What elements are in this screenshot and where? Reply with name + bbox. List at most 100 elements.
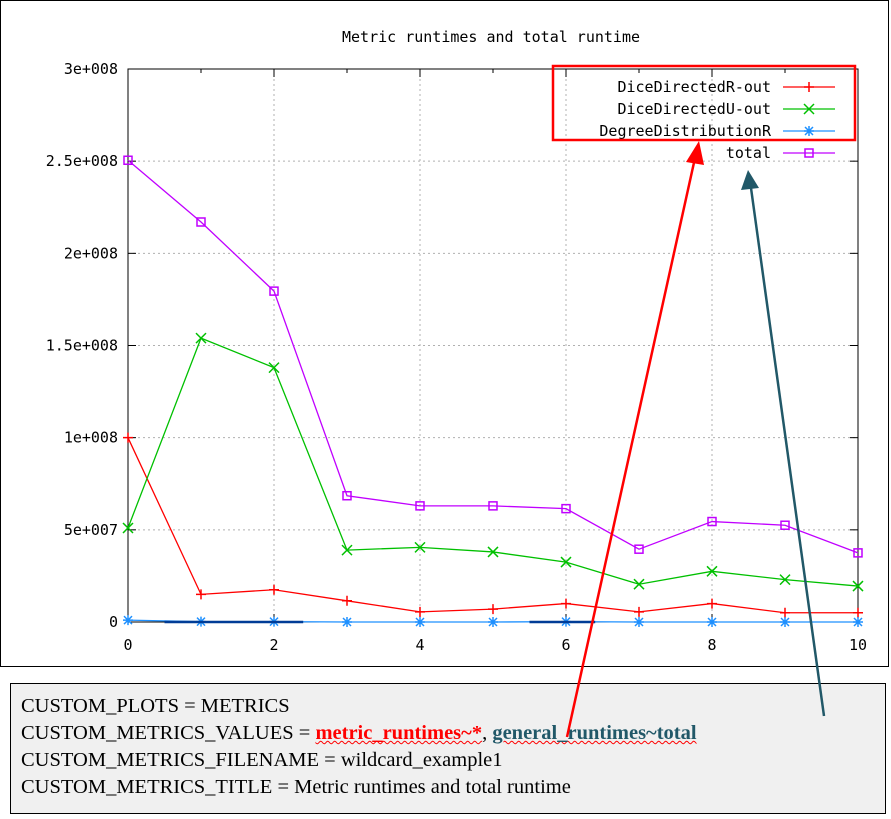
point-3-0-shape	[123, 155, 133, 165]
point-0-3-shape	[342, 595, 352, 606]
point-0-5	[488, 604, 498, 615]
point-0-0	[123, 432, 133, 443]
series-layer	[122, 155, 864, 627]
point-0-5-shape	[488, 604, 498, 615]
config-line-custom-plots: CUSTOM_PLOTS = METRICS	[21, 695, 290, 717]
chart-title: Metric runtimes and total runtime	[342, 28, 640, 46]
point-3-1-shape	[196, 217, 206, 227]
legend-marker-1-shape	[803, 103, 815, 115]
point-1-3-shape	[341, 544, 353, 556]
point-2-3	[342, 617, 352, 627]
legend-marker-0	[804, 82, 814, 92]
config-panel: CUSTOM_PLOTS = METRICS CUSTOM_METRICS_VA…	[10, 683, 886, 814]
point-2-0	[123, 615, 133, 626]
point-0-1-shape	[196, 589, 206, 600]
point-0-9-shape	[780, 607, 790, 618]
point-1-0-shape	[122, 522, 134, 534]
point-2-3-shape	[342, 617, 352, 627]
point-1-0	[122, 522, 134, 534]
point-2-9-shape	[780, 617, 790, 627]
point-1-10-shape	[852, 580, 864, 592]
point-1-5-shape	[487, 546, 499, 558]
point-0-8-shape	[707, 598, 717, 609]
point-2-5-shape	[488, 617, 498, 627]
point-0-2	[269, 584, 279, 595]
point-1-10	[852, 580, 864, 592]
config-values-separator: ,	[482, 722, 493, 744]
y-tick-label-6: 3e+008	[64, 60, 118, 78]
legend-marker-3	[804, 148, 814, 158]
x-tick-label-1: 2	[269, 636, 278, 654]
series-line-3	[127, 159, 859, 554]
point-1-2-shape	[268, 362, 280, 374]
series-line-1	[127, 337, 859, 587]
point-3-5-shape	[488, 501, 498, 511]
point-3-8	[707, 516, 717, 527]
point-1-3	[341, 544, 353, 556]
legend-highlight-box	[551, 64, 857, 142]
point-3-3	[342, 490, 352, 501]
point-1-4	[414, 541, 426, 553]
point-2-8	[707, 617, 717, 627]
point-3-3-shape	[342, 490, 352, 501]
y-tick-label-4: 2e+008	[64, 244, 118, 262]
series-line-0	[127, 437, 858, 614]
point-2-10	[853, 617, 863, 627]
x-tick-label-2: 4	[415, 636, 424, 654]
y-tick-label-5: 2.5e+008	[46, 152, 118, 170]
point-2-5	[488, 617, 498, 627]
legend-marker-0-shape	[804, 82, 814, 92]
point-2-7	[634, 617, 644, 627]
point-1-2	[268, 362, 280, 374]
y-tick-label-1: 5e+007	[64, 521, 118, 539]
line-chart: Metric runtimes and total runtime 0 5e+00…	[46, 28, 867, 654]
point-1-5	[487, 546, 499, 558]
series-1	[122, 332, 864, 592]
point-2-10-shape	[853, 617, 863, 627]
point-2-4-shape	[415, 617, 425, 627]
point-1-1	[195, 332, 207, 344]
point-0-9	[780, 607, 790, 618]
point-0-7	[634, 606, 644, 617]
point-1-8	[706, 565, 718, 577]
legend-marker-3-shape	[804, 148, 814, 158]
x-tick-label-4: 8	[707, 636, 716, 654]
config-line-metrics-title: CUSTOM_METRICS_TITLE = Metric runtimes a…	[21, 776, 571, 798]
y-tick-label-0: 0	[109, 613, 118, 631]
point-2-7-shape	[634, 617, 644, 627]
point-2-8-shape	[707, 617, 717, 627]
point-3-8-shape	[707, 516, 717, 527]
point-0-0-shape	[123, 432, 133, 443]
legend-label-3: total	[726, 144, 771, 162]
series-3	[123, 155, 863, 558]
point-0-10-shape	[853, 607, 863, 618]
point-3-10-shape	[853, 548, 863, 558]
point-2-0-shape	[123, 615, 133, 626]
series-0	[123, 432, 863, 618]
point-0-8	[707, 598, 717, 609]
config-values-key: CUSTOM_METRICS_VALUES =	[21, 722, 316, 744]
point-0-3	[342, 595, 352, 606]
general-runtimes-total: general_runtimes~total	[492, 722, 697, 744]
point-3-5	[488, 501, 498, 511]
chart-panel: Metric runtimes and total runtime 0 5e+00…	[0, 0, 889, 667]
point-3-1	[196, 217, 206, 227]
point-2-9	[780, 617, 790, 627]
point-0-4-shape	[415, 606, 425, 617]
legend-label-2: DegreeDistributionR	[599, 122, 772, 140]
point-0-1	[196, 589, 206, 600]
point-0-4	[415, 606, 425, 617]
point-1-4-shape	[414, 541, 426, 553]
point-1-1-shape	[195, 332, 207, 344]
y-tick-label-3: 1.5e+008	[46, 337, 118, 355]
y-tick-label-2: 1e+008	[64, 429, 118, 447]
point-3-2-shape	[269, 286, 279, 296]
x-tick-label-3: 6	[561, 636, 570, 654]
point-1-8-shape	[706, 565, 718, 577]
point-0-10	[853, 607, 863, 618]
point-0-2-shape	[269, 584, 279, 595]
x-tick-label-5: 10	[849, 636, 867, 654]
legend-marker-2	[804, 126, 814, 136]
point-0-6	[561, 598, 571, 609]
legend-label-0: DiceDirectedR-out	[617, 78, 771, 96]
